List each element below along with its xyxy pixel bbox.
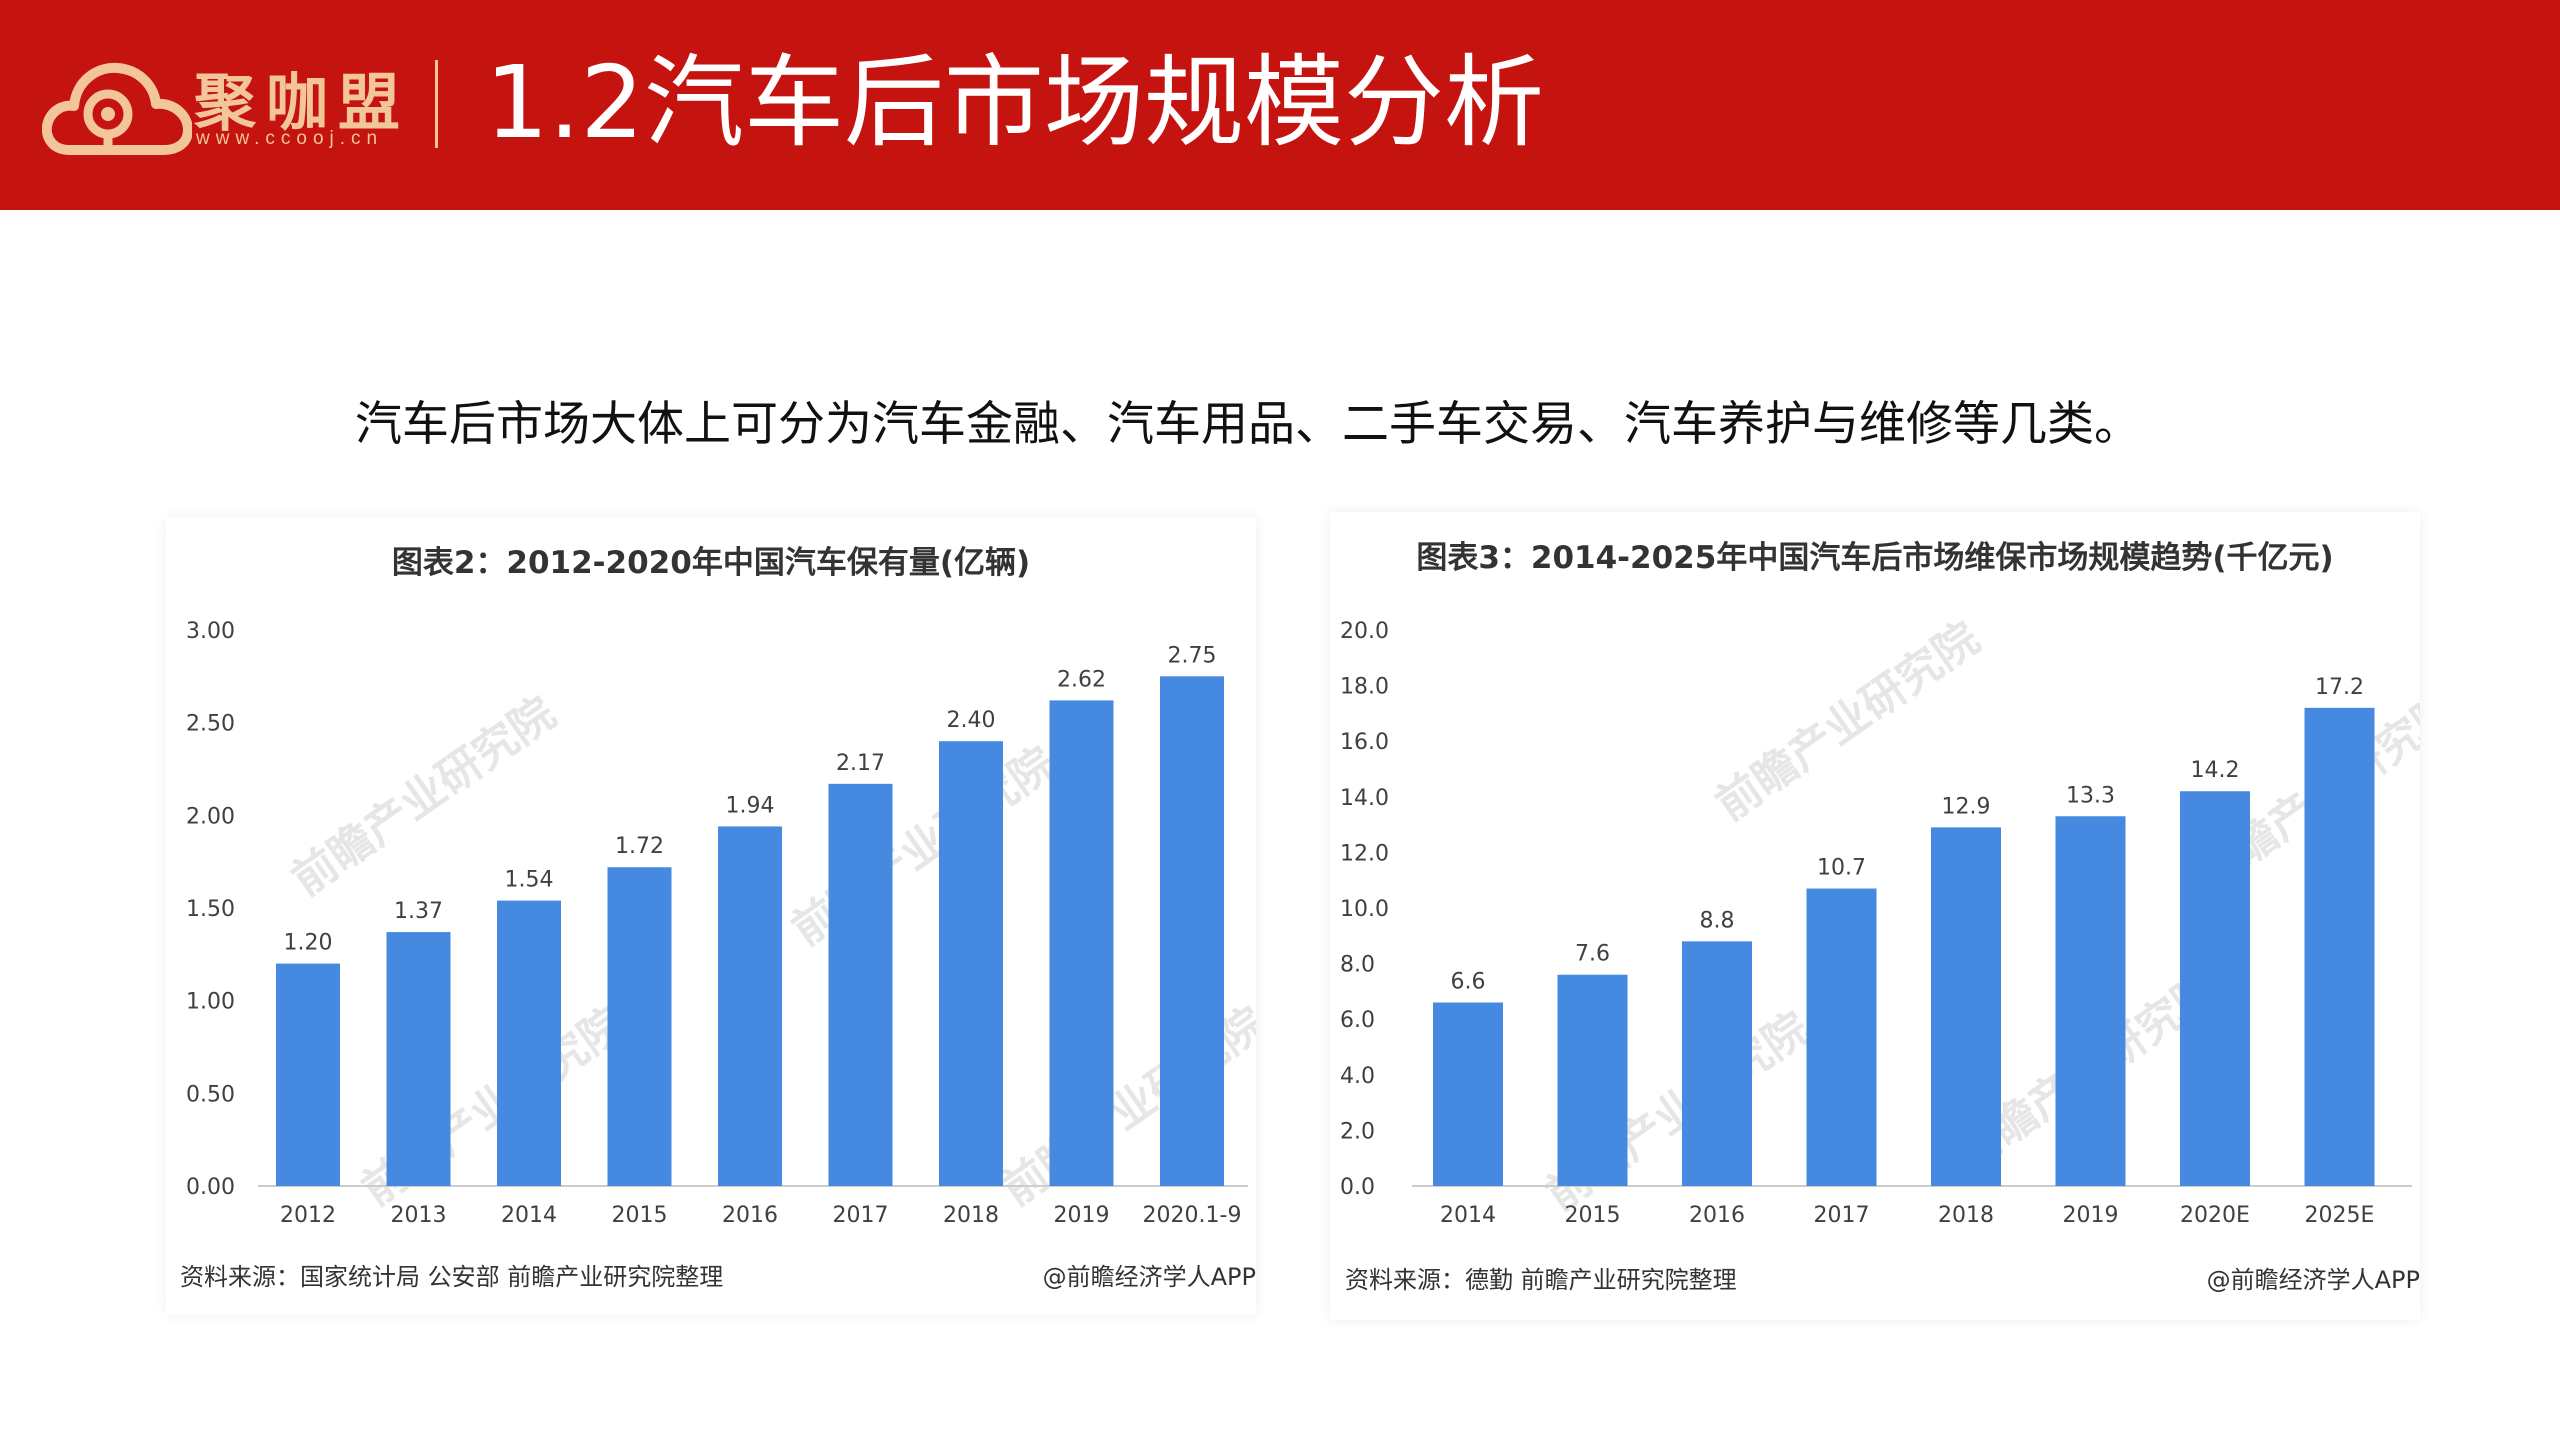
bar (2055, 816, 2126, 1186)
x-tick-label: 2012 (280, 1203, 336, 1228)
bar (497, 900, 561, 1186)
y-tick-label: 2.0 (1340, 1119, 1375, 1144)
x-tick-label: 2015 (1565, 1203, 1621, 1228)
chart-source: 资料来源：德勤 前瞻产业研究院整理 (1345, 1266, 1737, 1294)
x-tick-label: 2018 (1938, 1203, 1994, 1228)
bar (1682, 941, 1752, 1186)
x-tick-label: 2013 (391, 1203, 447, 1228)
header-bar: 聚咖盟 www.ccooj.cn 1.2汽车后市场规模分析 (0, 0, 2560, 210)
y-tick-label: 18.0 (1340, 675, 1389, 700)
y-tick-label: 4.0 (1340, 1064, 1375, 1089)
bar (1806, 888, 1877, 1186)
bar (1931, 827, 2001, 1186)
bar-value-label: 1.20 (284, 931, 333, 956)
x-tick-label: 2014 (1440, 1203, 1496, 1228)
page-title: 1.2汽车后市场规模分析 (485, 44, 1545, 161)
bar (386, 932, 451, 1186)
bar-value-label: 1.72 (615, 834, 664, 859)
bar (1049, 700, 1114, 1186)
bar (718, 826, 782, 1186)
chart-title: 图表3：2014-2025年中国汽车后市场维保市场规模趋势(千亿元) (1416, 540, 2334, 576)
bar-value-label: 7.6 (1575, 942, 1610, 967)
x-tick-label: 2016 (1689, 1203, 1745, 1228)
x-tick-label: 2016 (722, 1203, 778, 1228)
bar (607, 867, 672, 1186)
y-tick-label: 3.00 (186, 619, 235, 644)
watermark-text: 前瞻产业研究院 (783, 738, 1065, 956)
y-tick-label: 10.0 (1340, 897, 1389, 922)
y-tick-label: 6.0 (1340, 1008, 1375, 1033)
bar (1433, 1002, 1503, 1186)
y-tick-label: 20.0 (1340, 619, 1389, 644)
brand-name: 聚咖盟 (194, 66, 411, 139)
x-tick-label: 2025E (2305, 1203, 2375, 1228)
bar-value-label: 1.54 (505, 868, 554, 893)
chart-panel-maintenance-market: 前瞻产业研究院前瞻产业研究院前瞻产业研究院前瞻产业研究院0.02.04.06.0… (1330, 512, 2420, 1320)
y-tick-label: 0.00 (186, 1175, 235, 1200)
chart-panel-vehicle-ownership: 前瞻产业研究院 前瞻产业研究院 前瞻产业研究院 前瞻产业研究院 0.00 0.50 1.00… (166, 517, 1256, 1315)
x-tick-label: 2019 (2063, 1203, 2119, 1228)
bar-value-label: 17.2 (2315, 675, 2364, 700)
bar (1160, 676, 1224, 1186)
bar (2304, 707, 2375, 1186)
bar (1557, 974, 1628, 1186)
intro-text: 汽车后市场大体上可分为汽车金融、汽车用品、二手车交易、汽车养护与维修等几类。 (355, 397, 2141, 452)
bar-value-label: 12.9 (1942, 794, 1991, 819)
x-tick-label: 2020E (2180, 1203, 2250, 1228)
bar-value-label: 2.62 (1057, 667, 1106, 692)
y-tick-label: 2.00 (186, 804, 235, 829)
chart-credit: @前瞻经济学人APP (2206, 1266, 2420, 1294)
bar-value-label: 8.8 (1700, 908, 1735, 933)
y-tick-label: 16.0 (1340, 730, 1389, 755)
bar-value-label: 14.2 (2191, 758, 2240, 783)
x-tick-label: 2020.1-9 (1143, 1203, 1242, 1228)
bar-value-label: 1.94 (726, 793, 775, 818)
x-tick-label: 2015 (612, 1203, 668, 1228)
y-tick-label: 14.0 (1340, 786, 1389, 811)
x-tick-label: 2019 (1054, 1203, 1110, 1228)
y-tick-label: 0.50 (186, 1082, 235, 1107)
bar (828, 783, 893, 1186)
x-tick-label: 2014 (501, 1203, 557, 1228)
y-tick-label: 12.0 (1340, 841, 1389, 866)
bar (276, 963, 340, 1186)
y-tick-label: 1.00 (186, 990, 235, 1015)
bar-value-label: 2.75 (1168, 643, 1217, 668)
x-tick-label: 2017 (833, 1203, 889, 1228)
bar-value-label: 6.6 (1451, 970, 1486, 995)
bar-value-label: 13.3 (2066, 783, 2115, 808)
bar (939, 741, 1003, 1186)
y-tick-label: 8.0 (1340, 953, 1375, 978)
x-tick-label: 2017 (1814, 1203, 1870, 1228)
cloud-logo-icon (42, 62, 192, 155)
bar (2180, 791, 2250, 1186)
bar-value-label: 2.40 (947, 708, 996, 733)
brand-url: www.ccooj.cn (196, 128, 384, 149)
bar-value-label: 10.7 (1817, 856, 1866, 881)
y-tick-label: 2.50 (186, 712, 235, 737)
bar-value-label: 2.17 (836, 751, 885, 776)
header-divider (435, 60, 438, 148)
y-tick-label: 0.0 (1340, 1175, 1375, 1200)
bar-value-label: 1.37 (394, 899, 443, 924)
x-tick-label: 2018 (943, 1203, 999, 1228)
maintenance-bar-chart: 前瞻产业研究院前瞻产业研究院前瞻产业研究院前瞻产业研究院0.02.04.06.0… (1340, 613, 2420, 1228)
chart-credit: @前瞻经济学人APP (1042, 1263, 1256, 1291)
chart-source: 资料来源：国家统计局 公安部 前瞻产业研究院整理 (180, 1263, 724, 1291)
chart-title: 图表2：2012-2020年中国汽车保有量(亿辆) (391, 545, 1031, 581)
y-tick-label: 1.50 (186, 897, 235, 922)
